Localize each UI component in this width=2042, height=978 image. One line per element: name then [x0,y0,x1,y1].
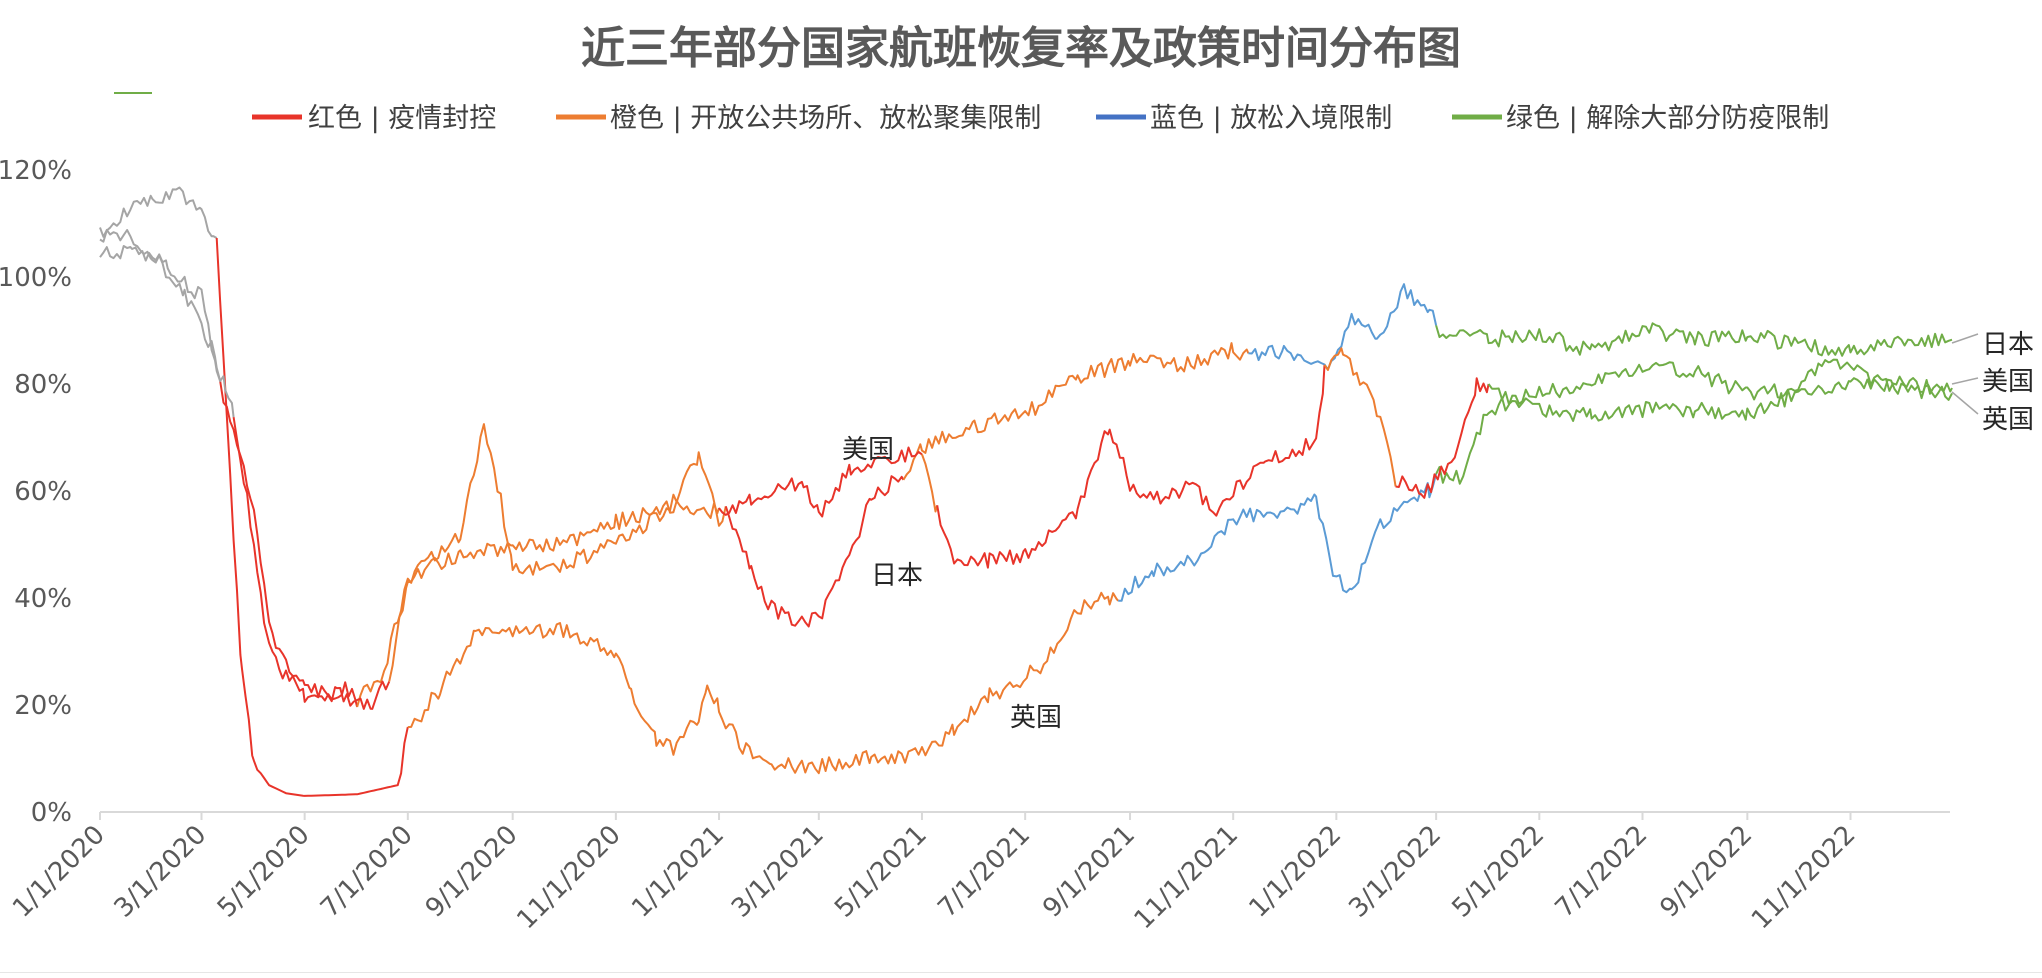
series-line-japan-red [219,380,359,708]
series-line-japan-pre [99,227,222,381]
leader-japan [1951,333,1979,344]
x-tick-label: 5/1/2022 [1446,820,1550,924]
x-tick-label: 11/1/2020 [511,820,626,935]
label-japan-mid: 日本 [871,561,923,591]
legend-label-blue: 蓝色 | 放松入境限制 [1150,103,1392,134]
series-line-uk-orange [1323,347,1397,487]
series-line-usa-red [215,237,409,797]
y-tick-label: 60% [14,477,72,507]
y-tick-label: 120% [0,156,72,186]
series-line-uk-red [718,446,923,518]
series-line-usa-pre [99,186,218,243]
series-line-japan-green [1435,322,1953,357]
x-tick-label: 9/1/2022 [1655,820,1759,924]
series-line-japan-orange [902,342,1250,481]
x-tick-label: 7/1/2021 [932,820,1036,924]
x-tick-label: 3/1/2020 [109,820,213,924]
x-tick-label: 3/1/2021 [726,820,830,924]
series-line-usa-orange [407,591,1119,775]
series-line-japan-red [724,475,905,628]
x-tick-label: 7/1/2020 [315,820,419,924]
series-line-usa-blue [1118,473,1438,602]
x-tick-label: 1/1/2021 [626,820,730,924]
y-tick-label: 40% [14,584,72,614]
x-tick-label: 1/1/2020 [7,820,111,924]
legend-label-orange: 橙色 | 开放公共场所、放松聚集限制 [610,103,1041,134]
x-tick-label: 5/1/2020 [212,820,316,924]
series-line-japan-orange [356,423,727,708]
label-uk-end: 英国 [1982,405,2034,435]
y-tick-label: 20% [14,691,72,721]
series-line-uk-pre [99,245,235,418]
label-usa-mid: 美国 [842,435,894,465]
annotations: 美国 日本 英国 日本 美国 英国 [842,330,2034,733]
label-usa-end: 美国 [1982,367,2034,397]
y-tick-label: 80% [14,370,72,400]
leader-usa [1951,377,1979,385]
y-axis: 0% 20% 40% 60% 80% 100% 120% [0,156,72,828]
series-line-uk-orange [388,499,720,682]
y-tick-label: 0% [31,798,72,828]
series-line-uk-green [1487,377,1953,422]
label-uk-mid: 英国 [1010,703,1062,733]
series-line-uk-red [936,364,1326,569]
x-tick-label: 11/1/2022 [1746,820,1861,935]
leader-uk [1951,391,1979,415]
series-line-uk-orange [921,454,939,513]
series-line-usa-green [1435,358,1953,485]
y-tick-label: 100% [0,263,72,293]
x-tick-label: 5/1/2021 [829,820,933,924]
legend-label-green: 绿色 | 解除大部分防疫限制 [1506,103,1829,134]
x-tick-label: 1/1/2022 [1244,820,1348,924]
series-line-japan-blue [1248,283,1438,371]
series-line-uk-red [232,416,391,710]
chart-title: 近三年部分国家航班恢复率及政策时间分布图 [581,23,1461,74]
x-tick-label: 3/1/2022 [1343,820,1447,924]
label-japan-end: 日本 [1982,330,2034,360]
legend-label-red: 红色 | 疫情封控 [308,103,496,134]
x-tick-label: 7/1/2022 [1550,820,1654,924]
series-line-uk-red [1395,377,1490,499]
legend: 红色 | 疫情封控 橙色 | 开放公共场所、放松聚集限制 蓝色 | 放松入境限制… [252,103,1829,134]
series-layer [99,186,1953,797]
x-tick-label: 9/1/2020 [420,820,524,924]
bottom-divider [0,972,2042,973]
x-tick-label: 9/1/2021 [1037,820,1141,924]
x-tick-label: 11/1/2021 [1129,820,1244,935]
